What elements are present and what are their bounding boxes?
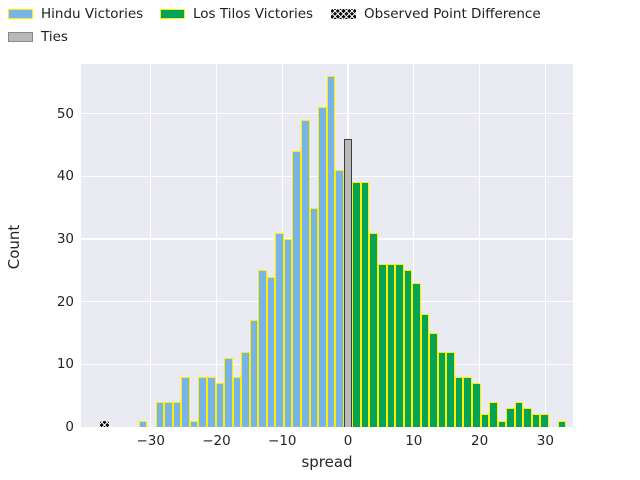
histogram-bar-los-tilos-victories <box>489 401 498 427</box>
histogram-bar-hindu-victories <box>215 383 225 427</box>
histogram-bar-los-tilos-victories <box>506 408 515 427</box>
x-gridline <box>413 64 415 427</box>
histogram-bar-hindu-victories <box>138 420 148 427</box>
histogram-bar-hindu-victories <box>232 376 242 427</box>
histogram-bar-hindu-victories <box>292 151 301 427</box>
histogram-bar-los-tilos-victories <box>454 376 464 427</box>
histogram-bar-observed-point-difference <box>100 420 109 427</box>
histogram-bar-los-tilos-victories <box>420 314 430 427</box>
los-tilos-victories-swatch-icon <box>160 9 185 19</box>
plot-area <box>81 64 573 427</box>
histogram-bar-hindu-victories <box>172 401 182 427</box>
legend-label: Observed Point Difference <box>364 6 541 22</box>
y-tick-label: 20 <box>56 293 74 310</box>
histogram-bar-los-tilos-victories <box>352 182 361 427</box>
histogram-bar-hindu-victories <box>335 169 344 427</box>
histogram-bar-los-tilos-victories <box>437 351 447 427</box>
legend-item-observed-point-difference: Observed Point Difference <box>331 7 541 21</box>
histogram-bar-hindu-victories <box>309 207 319 427</box>
x-tick-label: 20 <box>471 433 489 449</box>
histogram-bar-los-tilos-victories <box>480 414 490 427</box>
histogram-bar-los-tilos-victories <box>403 270 413 427</box>
histogram-bar-hindu-victories <box>283 238 293 427</box>
histogram-bar-hindu-victories <box>164 401 173 427</box>
y-tick-label: 0 <box>65 419 74 435</box>
x-axis-label: spread <box>301 453 353 471</box>
histogram-bar-ties <box>343 138 353 427</box>
legend-label: Hindu Victories <box>41 6 144 22</box>
histogram-bar-hindu-victories <box>241 351 250 427</box>
histogram-bar-los-tilos-victories <box>463 376 473 427</box>
histogram-bar-los-tilos-victories <box>369 232 378 427</box>
y-tick-label: 40 <box>56 168 74 185</box>
histogram-bar-hindu-victories <box>318 107 327 427</box>
histogram-bar-hindu-victories <box>258 270 267 427</box>
x-tick-label: −20 <box>202 433 231 449</box>
x-tick-label: 0 <box>343 433 353 449</box>
y-axis-label: Count <box>5 224 23 270</box>
histogram-bar-los-tilos-victories <box>386 263 396 427</box>
histogram-bar-los-tilos-victories <box>514 401 524 427</box>
y-tick-label: 50 <box>56 105 74 122</box>
histogram-bar-hindu-victories <box>326 75 336 427</box>
histogram-bar-los-tilos-victories <box>497 420 507 427</box>
histogram-bar-hindu-victories <box>189 420 199 427</box>
x-gridline <box>215 64 218 427</box>
ties-swatch-icon <box>8 32 33 42</box>
y-tick-label: 10 <box>56 356 74 373</box>
histogram-bar-los-tilos-victories <box>557 420 567 427</box>
histogram-bar-hindu-victories <box>206 376 216 427</box>
legend-label: Ties <box>41 29 68 45</box>
histogram-bar-hindu-victories <box>275 232 284 427</box>
observed-point-difference-swatch-icon <box>331 9 356 19</box>
histogram-bar-hindu-victories <box>301 119 310 427</box>
histogram-bar-los-tilos-victories <box>429 332 438 427</box>
x-gridline <box>544 64 546 427</box>
x-tick-label: 10 <box>405 433 423 449</box>
legend-label: Los Tilos Victories <box>193 6 314 22</box>
histogram-bar-los-tilos-victories <box>377 263 387 427</box>
legend-item-ties: Ties <box>8 30 68 44</box>
histogram-bar-los-tilos-victories <box>446 351 455 427</box>
histogram-bar-los-tilos-victories <box>360 182 370 427</box>
histogram-bar-hindu-victories <box>155 401 165 427</box>
histogram-bar-los-tilos-victories <box>395 263 404 427</box>
x-tick-label: −10 <box>268 433 297 449</box>
legend-item-los-tilos-victories: Los Tilos Victories <box>160 7 313 21</box>
histogram-bar-los-tilos-victories <box>412 282 421 427</box>
hindu-victories-swatch-icon <box>8 9 33 19</box>
x-tick-label: 30 <box>536 433 554 449</box>
histogram-bar-hindu-victories <box>249 320 259 427</box>
histogram-bar-los-tilos-victories <box>523 408 532 427</box>
y-tick-label: 30 <box>56 230 74 247</box>
legend-item-hindu-victories: Hindu Victories <box>8 7 143 21</box>
x-gridline <box>478 64 481 427</box>
histogram-bar-los-tilos-victories <box>540 414 549 427</box>
histogram-bar-los-tilos-victories <box>531 414 541 427</box>
histogram-bar-hindu-victories <box>181 376 190 427</box>
histogram-bar-hindu-victories <box>198 376 207 427</box>
histogram-bar-hindu-victories <box>266 276 276 427</box>
histogram-bar-los-tilos-victories <box>472 383 481 427</box>
x-tick-label: −30 <box>136 433 165 449</box>
histogram-bar-hindu-victories <box>224 358 233 427</box>
x-gridline <box>150 64 152 427</box>
